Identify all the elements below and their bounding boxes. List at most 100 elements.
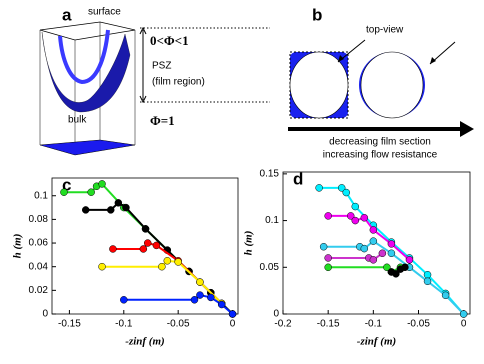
y-tick-label: 0.06 bbox=[29, 238, 49, 249]
y-tick-label: 0.04 bbox=[29, 261, 49, 272]
data-point bbox=[139, 245, 148, 253]
data-point bbox=[383, 263, 391, 272]
series-line bbox=[328, 214, 411, 261]
data-point bbox=[401, 263, 409, 272]
data-point bbox=[351, 216, 360, 225]
data-point bbox=[109, 245, 117, 253]
bulk-label: bulk bbox=[68, 115, 87, 126]
x-tick-label: 0 bbox=[461, 319, 467, 330]
data-point bbox=[207, 293, 215, 302]
box-edges bbox=[39, 22, 136, 155]
y-tick-label: 0.02 bbox=[29, 285, 49, 296]
data-point bbox=[324, 254, 332, 262]
data-point bbox=[98, 180, 106, 188]
data-point bbox=[360, 214, 369, 222]
phi-range: 0<Φ<1 bbox=[150, 33, 189, 48]
y-tick-label: 0.1 bbox=[34, 190, 48, 201]
y-tick-label: 0.08 bbox=[29, 214, 49, 225]
y-tick-label: 0.15 bbox=[260, 169, 280, 180]
data-point bbox=[441, 291, 450, 300]
panel-label: a bbox=[62, 5, 72, 24]
x-tick-label: -0.05 bbox=[407, 319, 430, 330]
y-tick-label: 0 bbox=[273, 309, 279, 320]
data-point bbox=[163, 257, 172, 265]
data-point bbox=[459, 310, 468, 318]
series-line bbox=[63, 182, 234, 315]
panel-label: d bbox=[293, 169, 303, 188]
x-tick-label: 0 bbox=[230, 319, 236, 330]
arrow-heads bbox=[139, 26, 147, 104]
psz-label: PSZ bbox=[152, 61, 171, 72]
top-view-label: top-view bbox=[366, 25, 404, 36]
x-tick-label: -0.15 bbox=[317, 319, 340, 330]
bulk-base bbox=[39, 139, 136, 156]
y-axis-label: h (m) bbox=[243, 231, 255, 256]
data-point bbox=[324, 263, 332, 272]
plot-frame bbox=[282, 171, 471, 315]
data-point bbox=[315, 184, 323, 192]
panel-label: b bbox=[312, 5, 322, 24]
data-point bbox=[369, 237, 378, 245]
surface-label: surface bbox=[88, 7, 121, 18]
x-tick-label: -0.05 bbox=[167, 319, 190, 330]
data-point bbox=[228, 310, 237, 318]
data-point bbox=[360, 244, 369, 253]
data-point bbox=[378, 249, 387, 258]
y-tick-label: 0.05 bbox=[260, 262, 280, 273]
data-point bbox=[369, 256, 378, 264]
x-axis-label: -zinf (m) bbox=[357, 336, 396, 348]
y-axis-label: h (m) bbox=[12, 234, 24, 259]
data-point bbox=[392, 270, 400, 278]
data-point bbox=[174, 258, 182, 266]
data-point bbox=[423, 271, 432, 279]
x-tick-label: -0.15 bbox=[58, 319, 81, 330]
data-point bbox=[190, 296, 199, 304]
box-top bbox=[39, 21, 136, 41]
data-point bbox=[387, 240, 396, 248]
caption: increasing flow resistance bbox=[323, 150, 438, 161]
x-tick-label: -0.1 bbox=[365, 319, 383, 330]
data-point bbox=[351, 202, 360, 211]
series-line bbox=[102, 259, 223, 305]
data-point bbox=[342, 188, 350, 197]
data-point bbox=[387, 249, 396, 258]
y-tick-label: 0.1 bbox=[265, 215, 279, 226]
surface-shape bbox=[41, 31, 131, 113]
data-point bbox=[120, 296, 128, 304]
data-point bbox=[114, 199, 123, 207]
data-point bbox=[87, 188, 95, 196]
inner-circle bbox=[360, 51, 424, 119]
data-point bbox=[152, 241, 161, 250]
data-point bbox=[141, 225, 150, 233]
surface-peaks bbox=[58, 29, 110, 85]
data-point bbox=[98, 262, 106, 271]
caption: decreasing film section bbox=[329, 137, 431, 148]
film-label: (film region) bbox=[152, 77, 205, 88]
phi-bulk: Φ=1 bbox=[150, 113, 175, 128]
arrow-head bbox=[460, 121, 474, 137]
data-point bbox=[106, 206, 115, 214]
data-point bbox=[158, 262, 166, 271]
data-point bbox=[405, 256, 414, 264]
x-tick-label: -0.1 bbox=[115, 319, 133, 330]
data-point bbox=[337, 184, 346, 192]
panel-label: c bbox=[62, 175, 71, 194]
data-point bbox=[369, 226, 378, 234]
data-point bbox=[319, 242, 328, 251]
panel-b: b top-view decreasing film section incre… bbox=[288, 5, 474, 161]
series-line bbox=[112, 241, 223, 305]
data-point bbox=[196, 291, 204, 299]
x-axis-label: -zinf (m) bbox=[125, 336, 164, 348]
data-point bbox=[217, 300, 226, 309]
data-point bbox=[60, 188, 68, 196]
plot-frame bbox=[51, 177, 239, 315]
data-point bbox=[347, 212, 355, 220]
data-point bbox=[143, 239, 152, 247]
y-tick-label: 0 bbox=[42, 309, 48, 320]
data-point bbox=[423, 277, 432, 286]
x-tick-label: -0.2 bbox=[274, 319, 292, 330]
panel-a: a surface bulk 0<Φ<1 PSZ (film region) Φ… bbox=[39, 5, 270, 156]
inner-circle bbox=[289, 51, 349, 119]
data-point bbox=[122, 203, 130, 212]
